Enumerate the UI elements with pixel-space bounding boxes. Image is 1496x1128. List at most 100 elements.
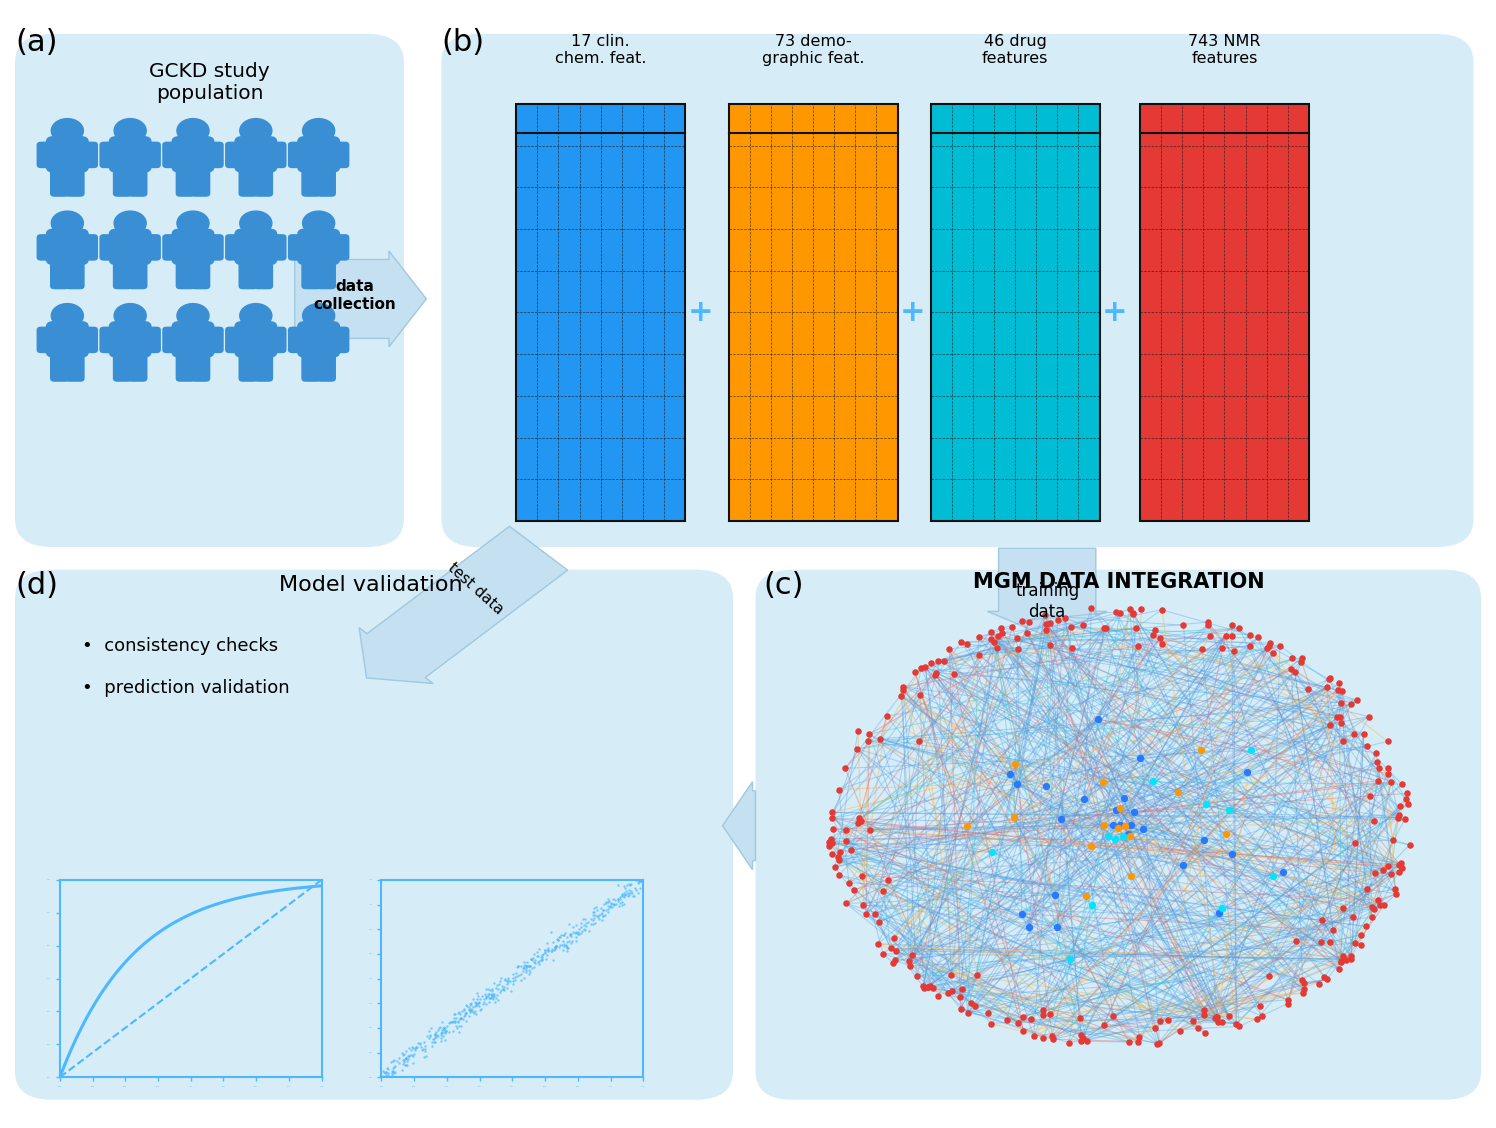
Point	[476, 987, 500, 1005]
Point	[1269, 637, 1293, 655]
Point	[583, 906, 607, 924]
Point	[1167, 783, 1191, 801]
Point	[577, 922, 601, 940]
Point	[585, 907, 609, 925]
Point	[857, 732, 881, 750]
Point	[423, 1033, 447, 1051]
FancyArrow shape	[723, 782, 755, 870]
Point	[513, 955, 537, 973]
Point	[515, 957, 539, 975]
Point	[534, 941, 558, 959]
Point	[1372, 897, 1396, 915]
Circle shape	[302, 303, 335, 328]
Circle shape	[239, 303, 272, 328]
Point	[536, 941, 560, 959]
Point	[1397, 836, 1421, 854]
FancyBboxPatch shape	[99, 235, 121, 261]
Point	[942, 664, 966, 682]
Point	[1071, 1030, 1095, 1048]
FancyBboxPatch shape	[441, 34, 1474, 547]
Point	[404, 1041, 428, 1059]
Point	[1246, 628, 1270, 646]
Point	[1049, 810, 1073, 828]
Point	[1194, 795, 1218, 813]
Point	[1279, 660, 1303, 678]
Point	[854, 905, 878, 923]
Point	[1239, 626, 1263, 644]
Point	[583, 914, 607, 932]
Point	[950, 633, 974, 651]
Point	[444, 1017, 468, 1036]
Point	[613, 885, 637, 904]
Point	[383, 1065, 407, 1083]
Point	[1248, 997, 1272, 1015]
Point	[459, 999, 483, 1017]
FancyBboxPatch shape	[66, 166, 85, 196]
Point	[899, 946, 923, 964]
FancyBboxPatch shape	[139, 327, 162, 353]
Point	[485, 976, 509, 994]
FancyArrow shape	[359, 527, 567, 684]
Point	[450, 1002, 474, 1020]
Point	[1191, 640, 1215, 658]
Point	[479, 981, 503, 999]
Point	[492, 970, 516, 988]
Point	[570, 923, 594, 941]
Point	[458, 1001, 482, 1019]
Point	[482, 985, 506, 1003]
Point	[1343, 834, 1367, 852]
FancyBboxPatch shape	[109, 321, 151, 358]
Point	[432, 1020, 456, 1038]
Point	[995, 1011, 1019, 1029]
Point	[426, 1021, 450, 1039]
Point	[482, 988, 506, 1006]
Point	[1284, 932, 1308, 950]
Point	[521, 950, 545, 968]
Point	[545, 937, 568, 955]
Point	[462, 1004, 486, 1022]
Point	[542, 941, 565, 959]
Point	[613, 884, 637, 902]
Point	[595, 900, 619, 918]
Point	[485, 979, 509, 997]
Point	[467, 994, 491, 1012]
Point	[501, 976, 525, 994]
Point	[393, 1049, 417, 1067]
Point	[850, 812, 874, 830]
Point	[377, 1064, 401, 1082]
Point	[425, 1026, 449, 1045]
Point	[485, 989, 509, 1007]
Point	[393, 1050, 417, 1068]
Point	[1388, 797, 1412, 816]
Point	[820, 845, 844, 863]
Point	[431, 1026, 455, 1045]
Point	[1355, 737, 1379, 755]
Point	[892, 678, 916, 696]
FancyBboxPatch shape	[175, 166, 194, 196]
Point	[609, 887, 633, 905]
Point	[905, 967, 929, 985]
Point	[989, 618, 1013, 636]
Point	[956, 1004, 980, 1022]
Point	[482, 987, 506, 1005]
Point	[447, 1010, 471, 1028]
Point	[612, 895, 636, 913]
Point	[598, 896, 622, 914]
Point	[627, 873, 651, 891]
Point	[464, 1005, 488, 1023]
Point	[1293, 980, 1316, 998]
Point	[375, 1068, 399, 1086]
Point	[507, 966, 531, 984]
Point	[1104, 830, 1128, 848]
Point	[1224, 1015, 1248, 1033]
Point	[965, 966, 989, 984]
Point	[491, 980, 515, 998]
Point	[404, 1039, 428, 1057]
Point	[600, 898, 624, 916]
Point	[518, 964, 542, 982]
Point	[503, 968, 527, 986]
Point	[528, 954, 552, 972]
Point	[616, 874, 640, 892]
Point	[419, 1033, 443, 1051]
Point	[1357, 707, 1381, 725]
